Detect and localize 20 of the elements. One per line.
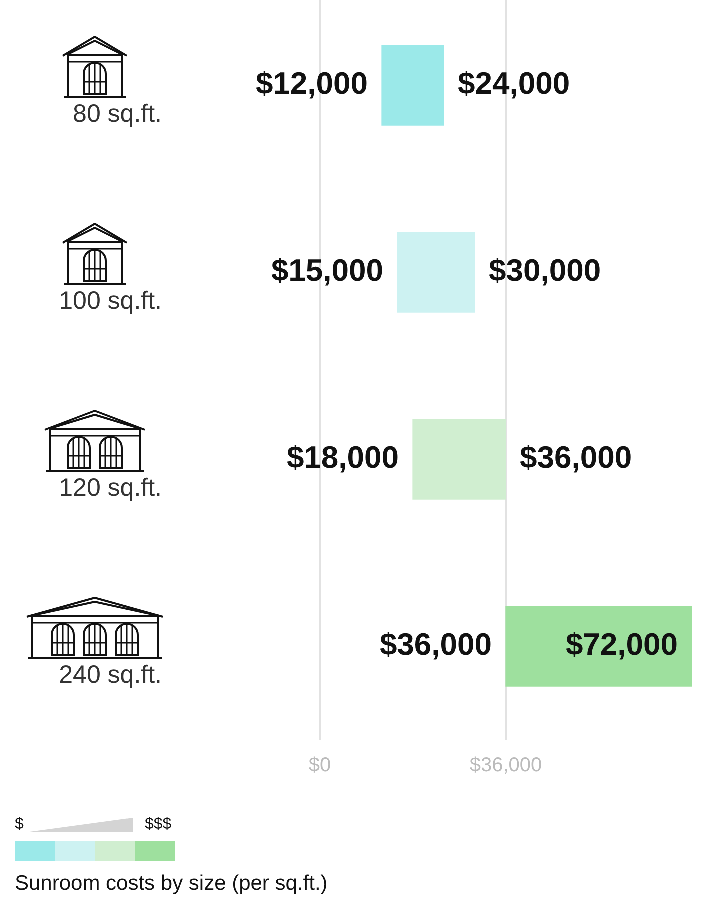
bar [506,606,692,687]
annotation: $18,000 [286,440,399,476]
annotation: $30,000 [489,253,602,288]
text: $$$ [145,816,172,834]
y-tick-label: 240 sq.ft. [59,660,162,690]
text: Sunroom costs by size (per sq.ft.) [15,872,328,896]
y-tick-label: 120 sq.ft. [59,474,162,502]
bar [397,232,476,313]
y-tick-label: 80 sq.ft. [73,100,162,128]
bar [382,45,444,126]
y-tick-label: 100 sq.ft. [59,286,162,316]
annotation: $72,000 [566,627,678,662]
text: $ [15,816,24,834]
annotation: $24,000 [458,66,570,102]
annotation: $36,000 [520,440,632,476]
bar [412,419,506,500]
annotation: $12,000 [256,66,368,102]
annotation: $15,000 [271,253,384,288]
annotation: $36,000 [380,627,492,662]
x-tick-label: $0 [308,754,332,777]
